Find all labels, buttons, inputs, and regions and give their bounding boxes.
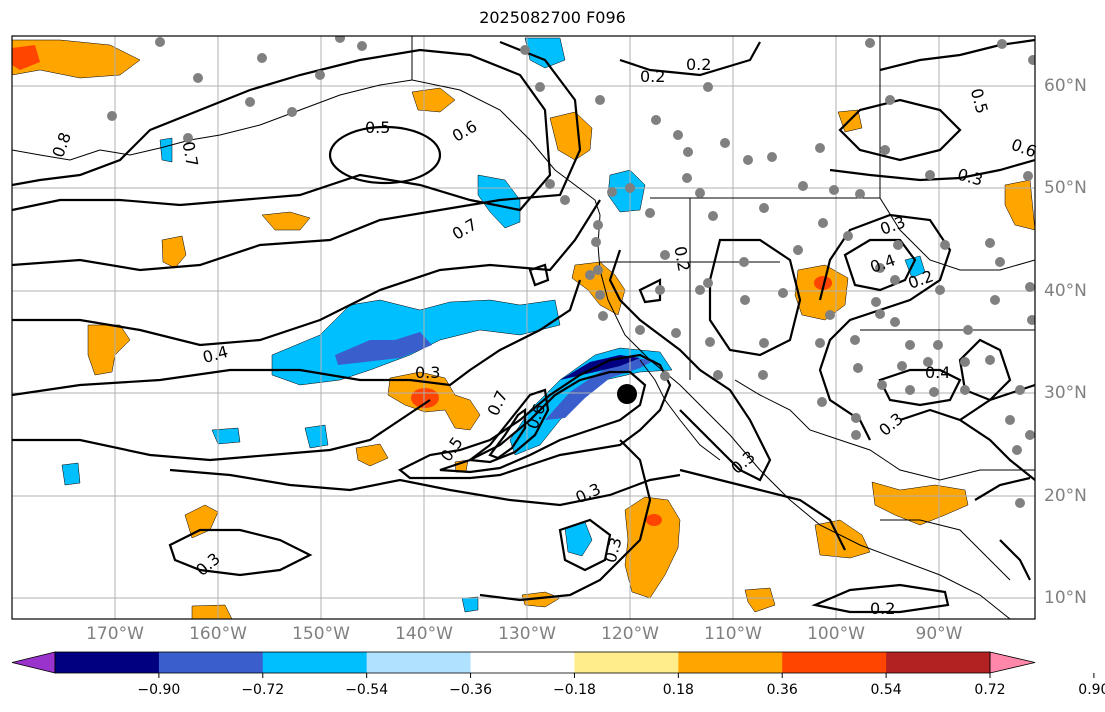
contour-label: 0.5 <box>365 118 390 137</box>
station-markers <box>107 36 1035 508</box>
contour-label: 0.2 <box>870 599 895 618</box>
contour-label: 0.3 <box>415 363 440 382</box>
longitude-label: 90°W <box>915 624 963 644</box>
colorbar-tick-label: 0.90 <box>1078 682 1105 698</box>
negative-anomaly-baja <box>509 347 673 456</box>
contour-label: 0.2 <box>670 245 693 273</box>
colorbar-tick-label: −0.54 <box>345 682 389 698</box>
target-point-marker <box>617 384 637 404</box>
colorbar-tick-label: −0.90 <box>137 682 181 698</box>
colorbar-segment <box>158 652 264 673</box>
colorbar-segment <box>55 652 160 673</box>
positive-anomaly-4 <box>871 481 969 526</box>
longitude-label: 110°W <box>704 624 762 644</box>
colorbar-segment <box>574 652 679 673</box>
colorbar-segment <box>782 652 887 673</box>
contour-label: 0.2 <box>640 67 665 86</box>
longitude-label: 100°W <box>807 624 865 644</box>
colorbar-segment <box>262 652 368 673</box>
longitude-label: 140°W <box>395 624 453 644</box>
latitude-label: 60°N <box>1044 76 1087 96</box>
colorbar <box>11 651 1095 678</box>
longitude-label: 130°W <box>498 624 556 644</box>
colorbar-segment <box>886 652 991 673</box>
contour-label: 0.4 <box>925 363 950 382</box>
anomaly-fills <box>12 37 1035 619</box>
longitude-label: 170°W <box>86 624 144 644</box>
contour-low-north-pacific <box>328 125 442 185</box>
colorbar-tick-label: 0.18 <box>662 682 694 698</box>
lat-lon-grid <box>12 36 1035 619</box>
latitude-label: 30°N <box>1044 383 1087 403</box>
latitude-label: 50°N <box>1044 178 1087 198</box>
colorbar-tick-label: 0.72 <box>974 682 1006 698</box>
colorbar-segment <box>366 652 472 673</box>
contour-label: 0.2 <box>686 55 711 74</box>
positive-anomaly-5 <box>12 39 141 79</box>
longitude-label: 150°W <box>292 624 350 644</box>
positive-anomaly-6 <box>549 111 593 161</box>
latitude-label: 40°N <box>1044 281 1087 301</box>
colorbar-segment <box>470 652 575 673</box>
negative-anomaly-baja-core <box>545 358 655 420</box>
latitude-label: 20°N <box>1044 486 1087 506</box>
positive-anomaly-2 <box>624 496 681 599</box>
longitude-label: 160°W <box>189 624 247 644</box>
colorbar-tick-label: −0.36 <box>449 682 492 698</box>
colorbar-segment <box>678 652 783 673</box>
negative-anomaly-core <box>335 332 432 365</box>
colorbar-tick-label: −0.72 <box>241 682 285 698</box>
map-frame <box>11 35 1036 620</box>
map-title: 2025082700 F096 <box>479 8 626 27</box>
colorbar-tick-label: 0.54 <box>870 682 902 698</box>
contour-lines <box>12 38 1035 614</box>
colorbar-tick-label: 0.36 <box>766 682 798 698</box>
contour-label: 0.7 <box>179 140 202 168</box>
latitude-label: 10°N <box>1044 588 1087 608</box>
colorbar-tick-label: −0.18 <box>552 682 596 698</box>
colorbar-arrow-low <box>11 651 56 674</box>
longitude-label: 120°W <box>601 624 659 644</box>
colorbar-arrow-high <box>989 651 1036 674</box>
